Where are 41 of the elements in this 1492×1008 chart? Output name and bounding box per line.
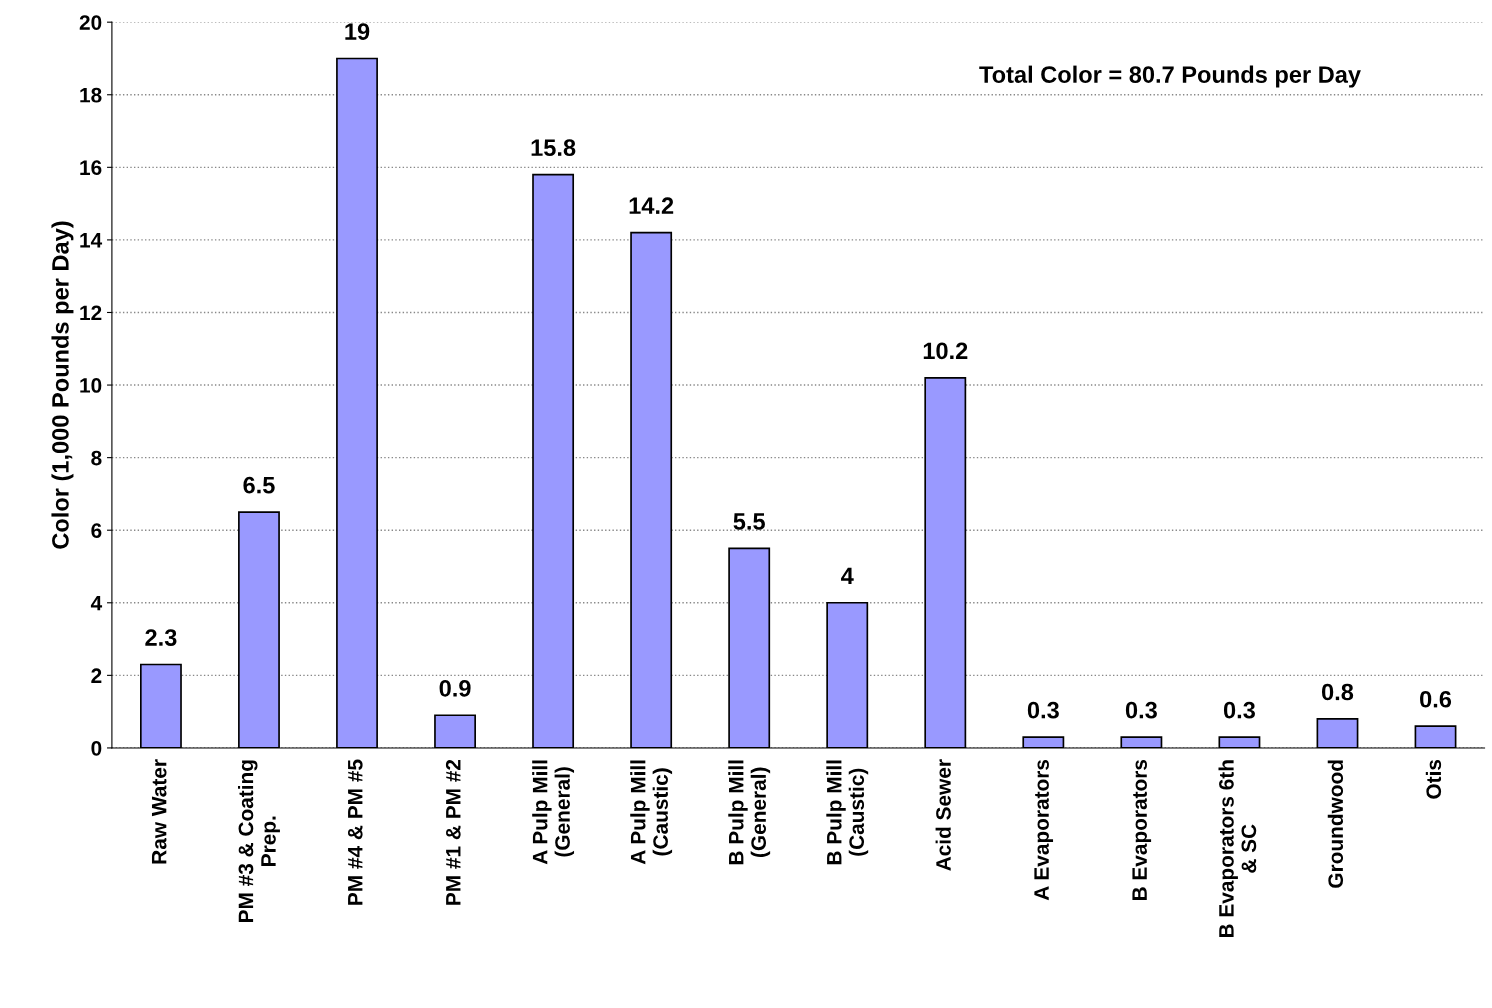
data-label: 2.3 [145,629,177,646]
data-label: 0.3 [1125,701,1157,719]
x-tick-label: Groundwood [1327,760,1344,888]
data-label: 0.3 [1223,701,1255,719]
y-axis-title: Color (1,000 Pounds per Day) [51,221,74,549]
x-tick-label: PM #4 & PM #5 [347,759,363,905]
x-tick-label: B Evaporators [1132,759,1152,901]
x-tick-label: A Pulp Mill (Caustic) [630,760,673,865]
x-tick-label: Acid Sewer [935,759,951,871]
x-tick-label: PM #1 & PM #2 [445,759,461,905]
y-tick-label: 12 [80,305,102,321]
data-label: 0.6 [1420,690,1452,708]
data-label: 19 [345,23,370,40]
y-tick-label: 10 [80,378,102,393]
data-label: 4 [841,567,854,584]
data-label: 15.8 [531,139,576,157]
x-tick-label: A Evaporators [1034,759,1054,901]
y-tick-label: 6 [91,523,102,538]
y-tick-label: 16 [80,160,102,176]
y-tick-label: 18 [80,87,102,103]
data-label: 0.9 [439,680,471,697]
x-tick-label: Raw Water [151,759,167,864]
x-tick-label: Otis [1425,759,1442,799]
y-tick-label: 14 [80,233,103,248]
x-tick-label: B Evaporators 6th & SC [1218,760,1257,938]
data-label: 5.5 [733,513,765,530]
data-label: 6.5 [243,476,275,494]
y-tick-label: 0 [91,740,102,756]
y-tick-label: 2 [91,668,102,683]
x-tick-label: B Pulp Mill (Caustic) [826,760,869,865]
y-tick-label: 20 [79,15,102,30]
data-label: 0.3 [1027,701,1059,719]
data-label: 14.2 [629,197,674,214]
y-tick-label: 4 [90,596,103,611]
x-tick-label: PM #3 & Coating Prep. [237,760,280,923]
x-tick-label: A Pulp Mill (General) [532,760,575,865]
x-tick-label: B Pulp Mill (General) [728,760,771,865]
y-tick-label: 8 [91,450,102,466]
data-label: 0.8 [1322,683,1354,701]
annotation: Total Color = 80.7 Pounds per Day [979,65,1361,88]
data-label: 10.2 [923,342,968,360]
